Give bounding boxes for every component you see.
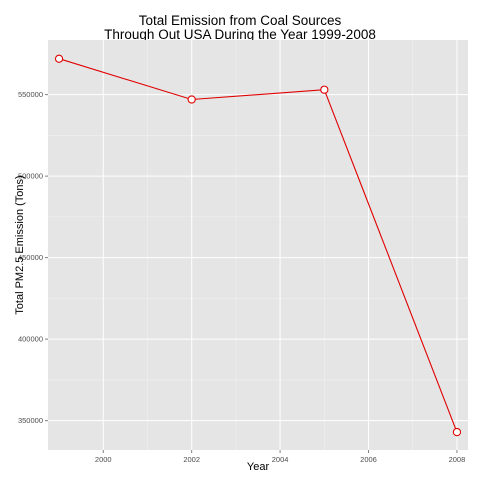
series-layer bbox=[54, 54, 462, 437]
y-tick-label: 350000 bbox=[18, 416, 43, 425]
x-axis: 2000 2002 2004 2006 2008 bbox=[95, 450, 465, 464]
x-tick-label: 2000 bbox=[95, 455, 112, 464]
chart-title-line-2: Through Out USA During the Year 1999-200… bbox=[104, 27, 376, 42]
data-point bbox=[320, 85, 329, 94]
x-axis-label: Year bbox=[246, 461, 270, 473]
chart-title-line-1: Total Emission from Coal Sources bbox=[138, 13, 342, 28]
plot-panel bbox=[48, 40, 468, 450]
y-tick-label: 550000 bbox=[18, 90, 43, 99]
y-axis: 350000 400000 450000 500000 550000 bbox=[18, 90, 48, 425]
data-point bbox=[187, 95, 196, 104]
y-tick-label: 450000 bbox=[18, 253, 43, 262]
x-tick-label: 2002 bbox=[183, 455, 200, 464]
x-tick-label: 2006 bbox=[360, 455, 377, 464]
y-tick-label: 400000 bbox=[18, 335, 43, 344]
x-tick-label: 2008 bbox=[449, 455, 466, 464]
series-line bbox=[58, 58, 458, 433]
data-point bbox=[54, 54, 64, 63]
x-tick-label: 2004 bbox=[272, 455, 289, 464]
minor-gridlines bbox=[48, 40, 468, 450]
y-tick-label: 500000 bbox=[18, 172, 43, 181]
major-gridlines bbox=[48, 40, 468, 450]
y-axis-label: Total PM2.5 Emission (Tons) bbox=[14, 175, 26, 315]
data-point bbox=[452, 427, 462, 437]
